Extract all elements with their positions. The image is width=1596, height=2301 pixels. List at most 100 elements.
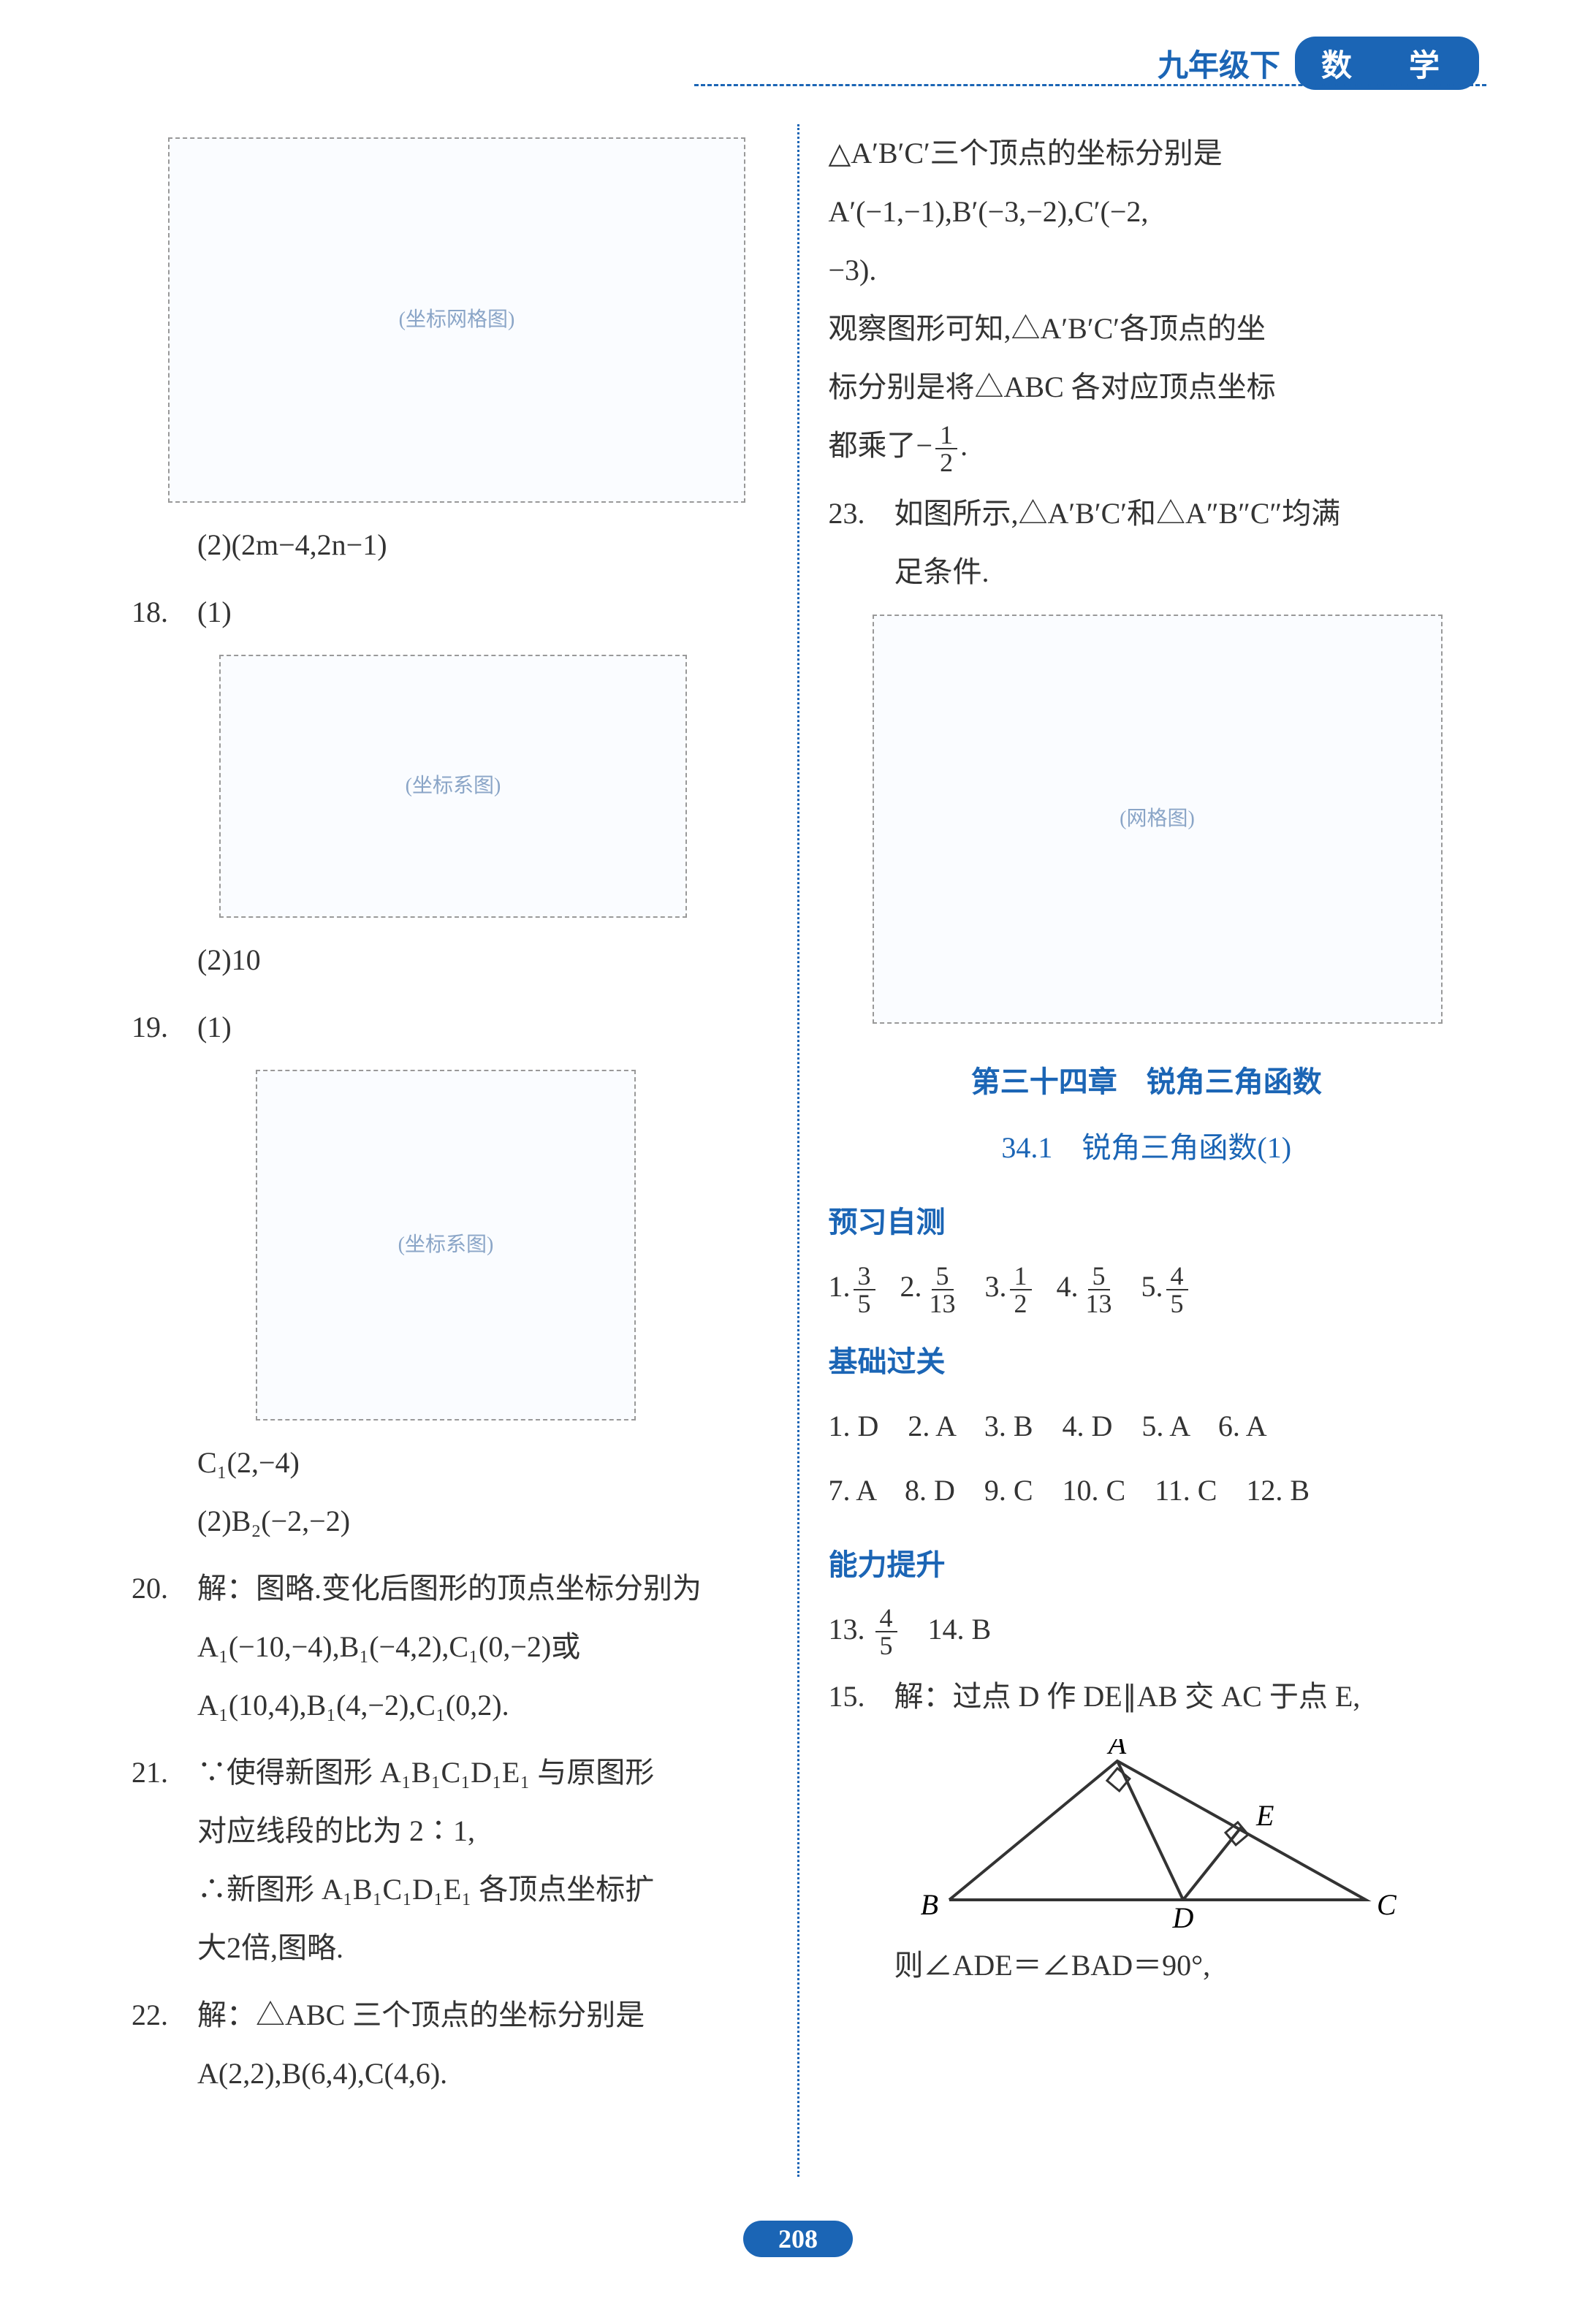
q20-line1: 解：图略.变化后图形的顶点坐标分别为 [197,1559,768,1618]
figure-18-coord: (坐标系图) [219,655,687,918]
q23: 23. 如图所示,△A′B′C′和△A″B″C″均满 [829,484,1465,543]
left-column: (坐标网格图) (2)(2m−4,2n−1) 18. (1) (坐标系图) (2… [110,124,790,2177]
header-subject: 数 学 [1295,37,1479,90]
fraction-num: 4 [1166,1263,1188,1290]
figure-caption: (网格图) [1120,799,1195,840]
q23-line2: 足条件. [894,543,1465,601]
fraction: 12 [1010,1263,1032,1317]
triangle-outline [949,1761,1366,1900]
fraction-den: 13 [925,1290,960,1317]
preview-item: 4.513 [1057,1270,1120,1303]
section-title: 34.1 锐角三角函数(1) [829,1119,1465,1177]
triangle-svg: A B C D E [898,1739,1410,1929]
fraction-num: 1 [1010,1263,1032,1290]
q15-number: 15. [829,1667,894,1726]
q21-line1: ∵使得新图形 A₁B₁C₁D₁E₁ 与原图形 [197,1743,768,1802]
preview-item-num: 1. [829,1270,851,1303]
ability-13-n: 13. [829,1613,865,1646]
page: 九年级下 数 学 (坐标网格图) (2)(2m−4,2n−1) 18. (1) … [0,0,1596,2301]
figure-17-grid: (坐标网格图) [168,137,745,503]
q22-cont-l6: 都乘了−12. [829,417,1465,476]
preview-item: 3.12 [985,1270,1035,1303]
label-e: E [1255,1799,1274,1832]
q22-cont-l1: △A′B′C′三个顶点的坐标分别是 [829,124,1465,183]
page-header: 九年级下 数 学 [1158,37,1479,90]
q22: 22. 解：△ABC 三个顶点的坐标分别是 [132,1986,768,2045]
column-divider [797,124,799,2177]
fraction: 45 [875,1605,897,1659]
figure-caption: (坐标网格图) [399,300,515,341]
q15-line1: 解：过点 D 作 DE∥AB 交 AC 于点 E, [894,1667,1465,1726]
chapter-title: 第三十四章 锐角三角函数 [829,1053,1465,1111]
preview-item-num: 3. [985,1270,1007,1303]
ability-row: 13. 45 14. B [829,1600,1465,1659]
fraction: 45 [1166,1263,1188,1317]
fraction-den: 2 [935,449,957,476]
figure-15-triangle: A B C D E [843,1739,1465,1929]
fraction-den: 2 [1010,1290,1032,1317]
q18-number: 18. [132,583,197,642]
basic-row2: 7. A 8. D 9. C 10. C 11. C 12. B [829,1461,1465,1520]
preview-item: 2.513 [900,1270,963,1303]
fraction-num: 3 [854,1263,875,1290]
q20-line2: A₁(−10,−4),B₁(−4,2),C₁(0,−2)或 [197,1618,768,1676]
q22-line1: 解：△ABC 三个顶点的坐标分别是 [197,1986,768,2045]
q22-line2: A(2,2),B(6,4),C(4,6). [197,2045,768,2103]
fraction-num: 5 [1088,1263,1110,1290]
heading-basic: 基础过关 [829,1333,1465,1391]
q23-number: 23. [829,484,894,543]
q15: 15.解：过点 D 作 DE∥AB 交 AC 于点 E, [829,1667,1465,1726]
q21-line2: 对应线段的比为 2∶1, [197,1802,768,1860]
fraction-num: 1 [935,422,957,449]
fraction: 513 [925,1263,960,1317]
q15-line2: 则∠ADE＝∠BAD＝90°, [894,1936,1465,1995]
fraction-den: 5 [1166,1290,1188,1317]
q19-number: 19. [132,998,197,1057]
preview-item: 1.35 [829,1270,878,1303]
q23-line1: 如图所示,△A′B′C′和△A″B″C″均满 [894,484,1465,543]
preview-item-num: 4. [1057,1270,1079,1303]
fraction-den: 5 [875,1632,897,1659]
right-column: △A′B′C′三个顶点的坐标分别是 A′(−1,−1),B′(−3,−2),C′… [807,124,1487,2177]
q17-part2: (2)(2m−4,2n−1) [197,516,768,574]
q22-l6a: 都乘了− [829,429,933,462]
q18: 18. (1) [132,583,768,642]
q22-l6b: . [960,429,968,462]
q21: 21. ∵使得新图形 A₁B₁C₁D₁E₁ 与原图形 [132,1743,768,1802]
figure-23-grid: (网格图) [873,615,1443,1024]
q19: 19. (1) [132,998,768,1057]
label-a: A [1106,1739,1127,1760]
header-rule [694,84,1486,86]
q18-part2: (2)10 [197,931,768,989]
q20: 20. 解：图略.变化后图形的顶点坐标分别为 [132,1559,768,1618]
q18-part1: (1) [197,583,768,642]
q22-cont-l3: −3). [829,241,1465,300]
fraction: 513 [1082,1263,1117,1317]
q21-number: 21. [132,1743,197,1802]
fraction-den: 13 [1082,1290,1117,1317]
heading-preview: 预习自测 [829,1193,1465,1252]
fraction: 35 [854,1263,875,1317]
q20-line3: A₁(10,4),B₁(4,−2),C₁(0,2). [197,1676,768,1735]
figure-caption: (坐标系图) [398,1225,494,1266]
label-b: B [920,1888,938,1921]
q20-number: 20. [132,1559,197,1618]
preview-item: 5.45 [1141,1270,1191,1303]
fraction-den: 5 [854,1290,875,1317]
ability-14: 14. B [928,1613,992,1646]
segment-de [1183,1827,1242,1900]
fraction-num: 4 [875,1605,897,1632]
header-grade: 九年级下 [1158,41,1280,85]
q22-cont-l4: 观察图形可知,△A′B′C′各顶点的坐 [829,300,1465,358]
figure-caption: (坐标系图) [406,766,501,807]
preview-item-num: 5. [1141,1270,1163,1303]
q22-cont-l5: 标分别是将△ABC 各对应顶点坐标 [829,358,1465,417]
heading-ability: 能力提升 [829,1536,1465,1594]
q19-part2: (2)B₂(−2,−2) [197,1492,768,1551]
fraction: 12 [935,422,957,476]
figure-19-coord: (坐标系图) [256,1070,636,1420]
q21-line4: 大2倍,图略. [197,1919,768,1977]
fraction-num: 5 [932,1263,954,1290]
q22-cont-l2: A′(−1,−1),B′(−3,−2),C′(−2, [829,183,1465,241]
q22-number: 22. [132,1986,197,2045]
